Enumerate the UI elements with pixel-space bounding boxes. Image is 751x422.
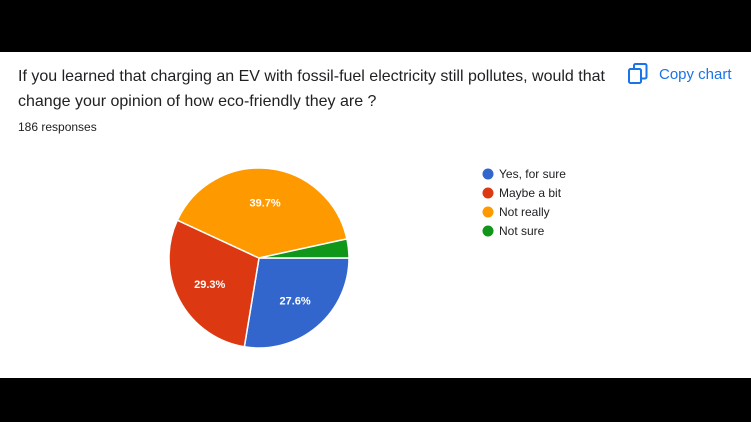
legend-label: Not sure — [499, 224, 545, 238]
pie-slice-maybe-a-bit[interactable] — [168, 219, 260, 348]
copy-chart-button[interactable]: Copy chart — [628, 62, 732, 86]
legend-swatch — [482, 168, 494, 180]
response-count: 186 responses — [18, 120, 97, 134]
legend-swatch — [482, 206, 494, 218]
pie-chart: 27.6% 29.3% 39.7% Yes, for sure Maybe a bit… — [168, 167, 566, 349]
slice-label: 29.3% — [194, 279, 225, 291]
slice-label: 27.6% — [279, 296, 310, 308]
pie-slices — [168, 167, 350, 349]
question-title: If you learned that charging an EV with … — [18, 68, 605, 110]
chart-card: If you learned that charging an EV with … — [0, 52, 751, 378]
pie-slice-yes-for-sure[interactable] — [243, 257, 350, 349]
legend-swatch — [482, 187, 494, 199]
legend-label: Yes, for sure — [499, 167, 566, 181]
copy-chart-label: Copy chart — [659, 65, 732, 83]
pie-slice-not-sure[interactable] — [258, 238, 350, 259]
pie-slice-not-really[interactable] — [176, 167, 348, 259]
slice-label: 39.7% — [249, 198, 280, 210]
pie-slice-labels: 27.6% 29.3% 39.7% — [194, 198, 311, 308]
chart-legend: Yes, for sure Maybe a bit Not really Not su… — [482, 167, 566, 238]
legend-swatch — [482, 225, 494, 237]
legend-label: Not really — [499, 205, 550, 219]
legend-label: Maybe a bit — [499, 186, 562, 200]
copy-icon — [628, 63, 648, 84]
